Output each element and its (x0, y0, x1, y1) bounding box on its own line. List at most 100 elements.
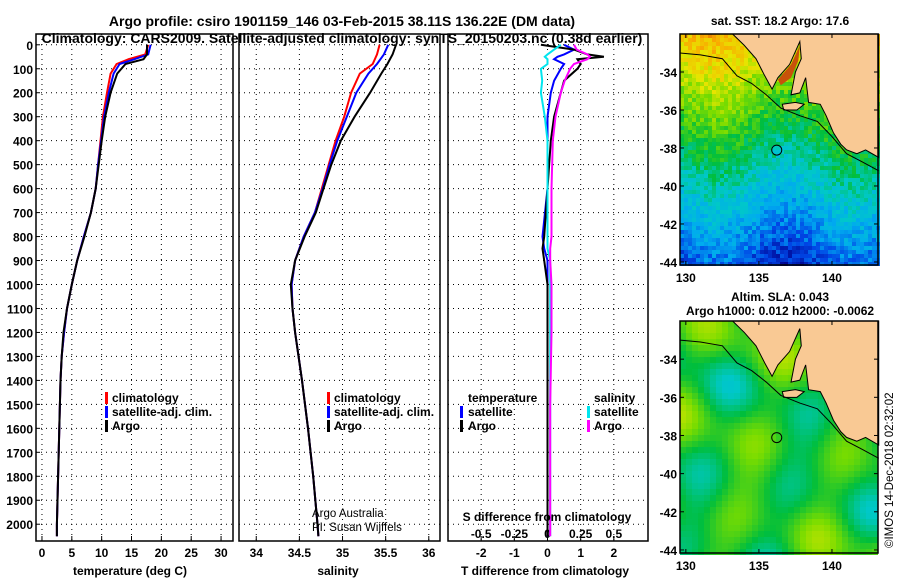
map-cell (680, 333, 686, 339)
map-cell (740, 126, 744, 130)
map-cell (800, 477, 806, 483)
map-cell (772, 158, 776, 162)
map-cell (812, 531, 818, 537)
map-cell (680, 182, 684, 186)
map-cell (860, 198, 864, 202)
map-cell (864, 230, 868, 234)
map-cell (728, 218, 732, 222)
map-cell (784, 166, 788, 170)
map-cell (688, 206, 692, 210)
map-cell (700, 58, 704, 62)
map-cell (698, 471, 704, 477)
map-cell (722, 531, 728, 537)
map-cell (788, 507, 794, 513)
map-cell (744, 190, 748, 194)
map-cell (772, 210, 776, 214)
map-cell (712, 206, 716, 210)
map-cell (868, 158, 872, 162)
y-tick-label: -44 (660, 544, 678, 558)
map-cell (758, 399, 764, 405)
map-cell (820, 150, 824, 154)
map-cell (836, 489, 842, 495)
map-cell (736, 234, 740, 238)
map-cell (752, 226, 756, 230)
map-cell (820, 218, 824, 222)
map-cell (812, 146, 816, 150)
map-cell (784, 254, 788, 258)
map-cell (748, 250, 752, 254)
map-cell (740, 250, 744, 254)
map-cell (746, 495, 752, 501)
map-cell (808, 182, 812, 186)
map-cell (854, 519, 860, 525)
map-cell (776, 477, 782, 483)
map-cell (732, 234, 736, 238)
float-location-marker (771, 432, 783, 444)
map-cell (768, 198, 772, 202)
map-cell (722, 441, 728, 447)
map-cell (836, 513, 842, 519)
map-cell (804, 146, 808, 150)
map-cell (700, 90, 704, 94)
map-cell (740, 186, 744, 190)
map-cell (748, 114, 752, 118)
map-cell (868, 258, 872, 262)
map-cell (692, 138, 696, 142)
map-cell (728, 435, 734, 441)
map-cell (800, 375, 806, 381)
y-tick-label: 700 (13, 207, 33, 221)
map-cell (804, 170, 808, 174)
map-cell (824, 246, 828, 250)
map-cell (796, 138, 800, 142)
map-cell (800, 122, 804, 126)
map-cell (720, 230, 724, 234)
map-cell (752, 405, 758, 411)
map-cell (788, 459, 794, 465)
map-cell (860, 202, 864, 206)
map-cell (704, 375, 710, 381)
map-cell (728, 166, 732, 170)
map-cell (830, 459, 836, 465)
map-cell (720, 162, 724, 166)
map-cell (716, 50, 720, 54)
map-cell (740, 86, 744, 90)
map-cell (828, 130, 832, 134)
map-cell (764, 234, 768, 238)
map-cell (800, 162, 804, 166)
map-cell (808, 258, 812, 262)
map-cell (698, 537, 704, 543)
map-cell (752, 102, 756, 106)
map-cell (696, 190, 700, 194)
map-cell (746, 549, 752, 555)
map-cell (746, 393, 752, 399)
map-cell (830, 537, 836, 543)
map-cell (692, 146, 696, 150)
map-cell (788, 174, 792, 178)
map-cell (698, 441, 704, 447)
map-cell (736, 122, 740, 126)
map-cell (836, 182, 840, 186)
map-cell (692, 226, 696, 230)
map-cell (788, 182, 792, 186)
legend-swatch-t-argo (460, 420, 463, 432)
map-cell (836, 549, 842, 555)
map-cell (764, 198, 768, 202)
map-cell (686, 405, 692, 411)
map-cell (728, 549, 734, 555)
map-cell (732, 198, 736, 202)
map-cell (680, 465, 686, 471)
map-cell (764, 483, 770, 489)
map-cell (680, 234, 684, 238)
map-cell (770, 549, 776, 555)
map-cell (710, 441, 716, 447)
map-cell (792, 74, 796, 78)
map-cell (842, 501, 848, 507)
map-cell (740, 182, 744, 186)
map-cell (746, 435, 752, 441)
map-cell (828, 202, 832, 206)
map-cell (740, 387, 746, 393)
map-cell (872, 198, 876, 202)
map-cell (716, 154, 720, 158)
map-cell (758, 435, 764, 441)
map-cell (764, 90, 768, 94)
